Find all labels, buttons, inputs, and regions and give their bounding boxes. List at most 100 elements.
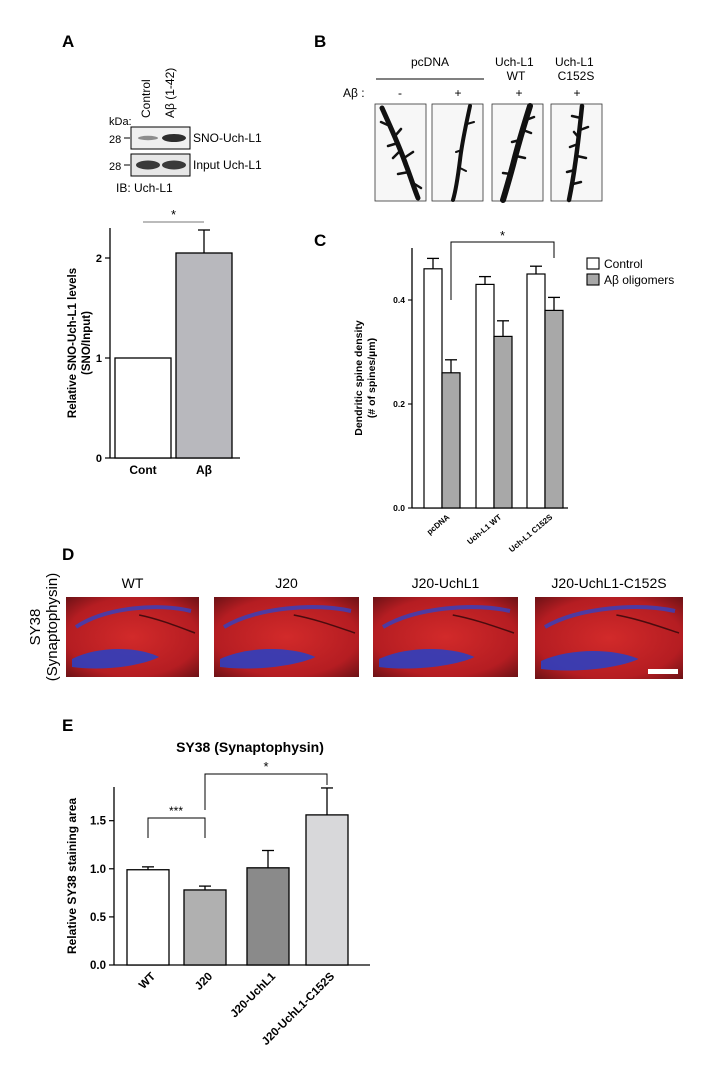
marker-28-top: 28 (109, 134, 121, 146)
c-significance-label: * (500, 228, 505, 243)
a-y-axis-label-line-0: Relative SNO-Uch-L1 levels (67, 268, 79, 418)
a-xtick-label-1: Aβ (196, 463, 212, 477)
tissue-ca-layer-1 (222, 605, 352, 629)
a-bar-1 (175, 252, 233, 459)
tissue-fissure-3 (616, 614, 680, 634)
chart-e: SY38 (Synaptophysin) 0.0 0.5 1.0 1.5 WT J20 J20… (65, 739, 370, 1048)
western-blot-input (130, 153, 191, 177)
c-bar-2-1 (544, 309, 564, 509)
e-bar-2 (246, 867, 290, 966)
e-ytick-label-3: 1.5 (90, 816, 107, 828)
tissue-label-0: WT (122, 575, 144, 591)
e-ytick-label-2: 1.0 (90, 864, 106, 876)
western-blot-sno (130, 126, 191, 150)
a-ytick-label-0: 0 (96, 453, 102, 465)
chart-c: 0.0 0.2 0.4 pcDNA Uch-L1 WT Uch-L1 C152S * Cont… (353, 228, 674, 554)
c-y-axis-label: Dendritic spine density(# of spines/µm) (353, 320, 378, 436)
dendrite-image-pcdna-plus (431, 103, 484, 202)
c-xtick-label-0: pcDNA (425, 512, 451, 536)
c-legend-swatch-0 (586, 257, 600, 270)
tissue-ca-layer-2 (381, 605, 511, 629)
band-label-input: Input Uch-L1 (193, 158, 262, 172)
c-xtick-label-1: Uch-L1 WT (465, 513, 503, 547)
lane-label-control: Control (139, 79, 153, 118)
a-y-axis-label-line-1: (SNO/Input) (81, 311, 93, 375)
c-bar-1-0 (475, 283, 495, 509)
c-bar-0-1 (441, 372, 461, 509)
a-bar-0 (114, 357, 172, 459)
kda-label: kDa: (109, 116, 132, 128)
c-legend-swatch-1 (586, 273, 600, 286)
e-significance-label-1: * (263, 759, 268, 774)
tissue-dentate-gyrus-0 (72, 649, 160, 669)
c-ytick-label-0: 0.0 (393, 503, 405, 513)
tissue-fissure-0 (139, 614, 196, 634)
e-significance-bracket-1 (204, 773, 328, 810)
chart-a: 0 1 2 Cont Aβ * Relative SNO-Uch-L1 levels (SNO… (67, 207, 240, 477)
c-xtick-label-2: Uch-L1 C152S (507, 512, 555, 554)
e-ytick-label-0: 0.0 (90, 960, 106, 972)
scale-bar (648, 669, 678, 674)
e-xtick-label-2: J20-UchL1 (229, 970, 279, 1020)
panel-letter-c: C (314, 231, 326, 250)
a-y-axis-label: Relative SNO-Uch-L1 levels (SNO/Input) (67, 268, 93, 418)
c-bar-1-1 (493, 335, 513, 509)
panel-letter-d: D (62, 545, 74, 564)
e-bar-1 (183, 889, 227, 966)
band-label-sno: SNO-Uch-L1 (193, 131, 262, 145)
c-ytick-label-2: 0.4 (393, 295, 405, 305)
e-significance-label-0: *** (169, 804, 183, 818)
treatment-sign-1: - (398, 86, 402, 100)
tissue-ca-layer-3 (543, 605, 676, 629)
dendrite-image-uchl1-c152s (550, 103, 603, 203)
treatment-sign-2: + (454, 86, 461, 100)
a-ytick-label-1: 1 (96, 353, 102, 365)
c-legend-label-0: Control (604, 257, 643, 271)
uchl1-c152s-line-2: C152S (558, 69, 595, 83)
tissue-fissure-1 (293, 614, 356, 634)
e-significance-bracket-0 (147, 817, 206, 838)
uchl1-c152s-line-1: Uch-L1 (555, 55, 594, 69)
a-significance-label: * (171, 207, 176, 222)
group-label-uchl1-wt: Uch-L1 WT (495, 55, 537, 83)
treatment-sign-3: + (515, 86, 522, 100)
tissue-images: WT J20 J20-UchL1 J20-UchL1-C152S (66, 575, 683, 679)
tissue-label-1: J20 (275, 575, 298, 591)
tissue-dentate-gyrus-3 (541, 651, 639, 671)
abeta-treatment-label: Aβ : (343, 86, 365, 100)
e-ytick-label-1: 0.5 (90, 912, 107, 924)
c-bar-2-0 (526, 273, 546, 509)
marker-28-bottom: 28 (109, 161, 121, 173)
e-bar-0 (126, 869, 170, 966)
tissue-label-3: J20-UchL1-C152S (551, 575, 666, 591)
row-label-sy38: SY38 (27, 609, 44, 646)
c-bar-0-0 (423, 268, 443, 509)
panel-letter-a: A (62, 32, 74, 51)
row-label-synaptophysin: (Synaptophysin) (44, 573, 61, 681)
e-chart-title: SY38 (Synaptophysin) (176, 739, 324, 755)
uchl1-wt-line-2: WT (507, 69, 526, 83)
dendrite-image-uchl1-wt (491, 103, 544, 203)
group-label-uchl1-c152s: Uch-L1 C152S (555, 55, 597, 83)
tissue-fissure-2 (452, 614, 515, 634)
a-ytick-label-2: 2 (96, 253, 102, 265)
c-legend-label-1: Aβ oligomers (604, 273, 674, 287)
e-xtick-label-0: WT (137, 971, 158, 992)
tissue-dentate-gyrus-1 (220, 649, 316, 669)
c-y-axis-label-line-1: (# of spines/µm) (366, 338, 378, 418)
panel-letter-b: B (314, 32, 326, 51)
uchl1-wt-line-1: Uch-L1 (495, 55, 534, 69)
c-significance-bracket (450, 241, 555, 300)
c-y-axis-label-line-0: Dendritic spine density (353, 320, 365, 436)
tissue-ca-layer-0 (74, 605, 192, 629)
e-bar-3 (305, 814, 349, 966)
treatment-sign-4: + (573, 86, 580, 100)
a-xtick-label-0: Cont (129, 463, 156, 477)
c-ytick-label-1: 0.2 (393, 399, 405, 409)
panel-letter-e: E (62, 716, 73, 735)
e-xtick-label-1: J20 (193, 971, 215, 993)
ib-label: IB: Uch-L1 (116, 181, 173, 195)
dendrite-image-pcdna-minus (374, 103, 427, 202)
tissue-dentate-gyrus-2 (379, 649, 475, 669)
